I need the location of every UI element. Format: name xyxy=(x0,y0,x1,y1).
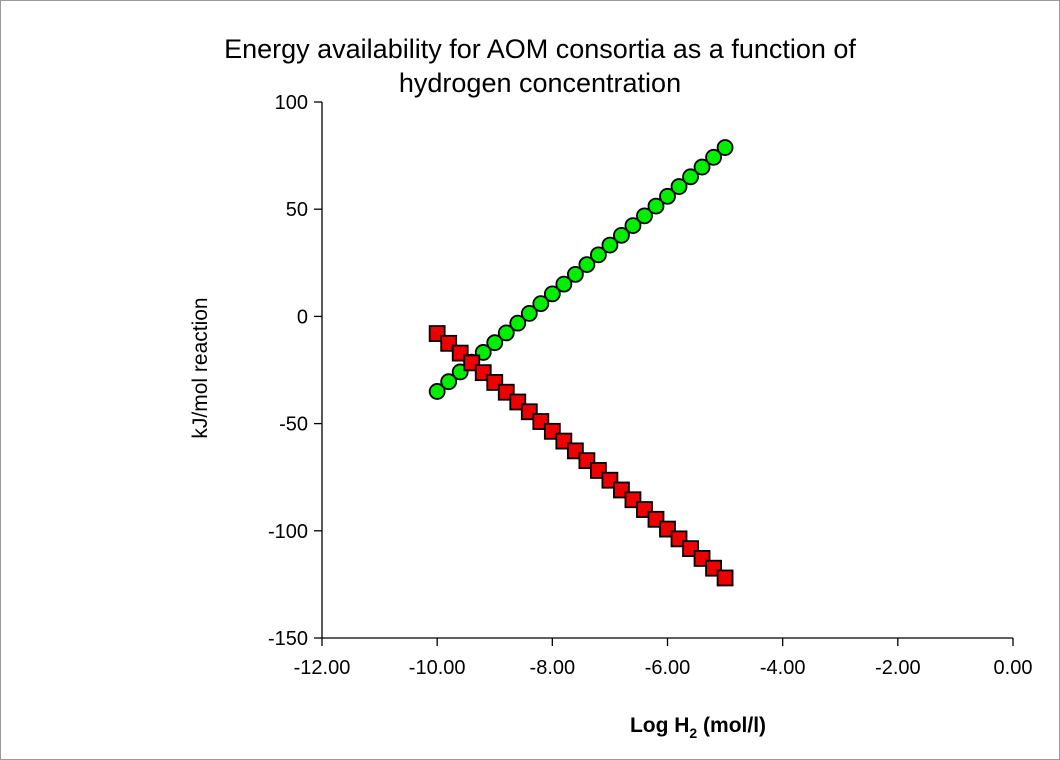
data-point-circle xyxy=(613,226,630,244)
data-point-circle xyxy=(578,256,596,274)
data-point-circle xyxy=(497,324,515,342)
y-tick-label: -100 xyxy=(268,521,308,543)
data-point-circle xyxy=(590,246,607,264)
data-point-circle xyxy=(670,178,688,195)
data-point-circle xyxy=(624,217,642,235)
data-point-circle xyxy=(682,168,699,186)
data-point-circle xyxy=(647,197,665,215)
y-tick-label: 100 xyxy=(275,92,308,114)
series-layer xyxy=(428,139,734,587)
x-tick-label: -12.00 xyxy=(294,657,351,679)
x-tick-label: -2.00 xyxy=(875,657,921,679)
x-axis-title-subscript: 2 xyxy=(689,725,697,741)
data-point-circle xyxy=(486,334,504,352)
data-point-circle xyxy=(428,383,446,400)
data-point-circle xyxy=(693,158,711,176)
data-point-circle xyxy=(636,207,653,225)
x-tick-label: -6.00 xyxy=(645,657,691,679)
x-tick-label: -4.00 xyxy=(760,657,806,679)
y-tick-label: 50 xyxy=(286,199,308,221)
data-point-circle xyxy=(532,295,550,313)
data-point-circle xyxy=(520,304,538,322)
x-axis-title: Log H2 (mol/l) xyxy=(630,714,766,741)
series-1 xyxy=(428,139,734,400)
x-tick-label: 0.00 xyxy=(994,657,1033,679)
data-point-square xyxy=(716,569,734,587)
data-point-circle xyxy=(566,265,584,283)
x-tick-label: -8.00 xyxy=(530,657,576,679)
data-point-circle xyxy=(659,187,676,205)
y-tick-label: 0 xyxy=(297,306,308,328)
y-tick-label: -50 xyxy=(279,414,308,436)
series-2 xyxy=(428,325,734,587)
data-point-circle xyxy=(601,236,619,254)
x-axis-ticks: -12.00 -10.00 -8.00 -6.00 -4.00 -2.00 0.00 xyxy=(294,638,1033,679)
axes xyxy=(321,102,1013,639)
data-point-circle xyxy=(555,275,573,293)
chart-title-line-2: hydrogen concentration xyxy=(399,68,681,98)
chart-title-line-1: Energy availability for AOM consortia as… xyxy=(224,34,856,64)
data-point-circle xyxy=(509,314,527,332)
data-point-circle xyxy=(543,285,561,303)
data-point-circle xyxy=(705,148,722,166)
y-tick-label: -150 xyxy=(268,628,308,650)
y-axis-ticks: 100 50 0 -50 -100 -150 xyxy=(268,92,322,650)
x-tick-label: -10.00 xyxy=(409,657,466,679)
x-axis-title-main: Log H xyxy=(630,714,689,737)
x-axis-title-tail: (mol/l) xyxy=(697,714,766,737)
data-point-circle xyxy=(440,373,458,391)
y-axis-title: kJ/mol reaction xyxy=(189,297,212,438)
data-point-circle xyxy=(716,139,734,156)
